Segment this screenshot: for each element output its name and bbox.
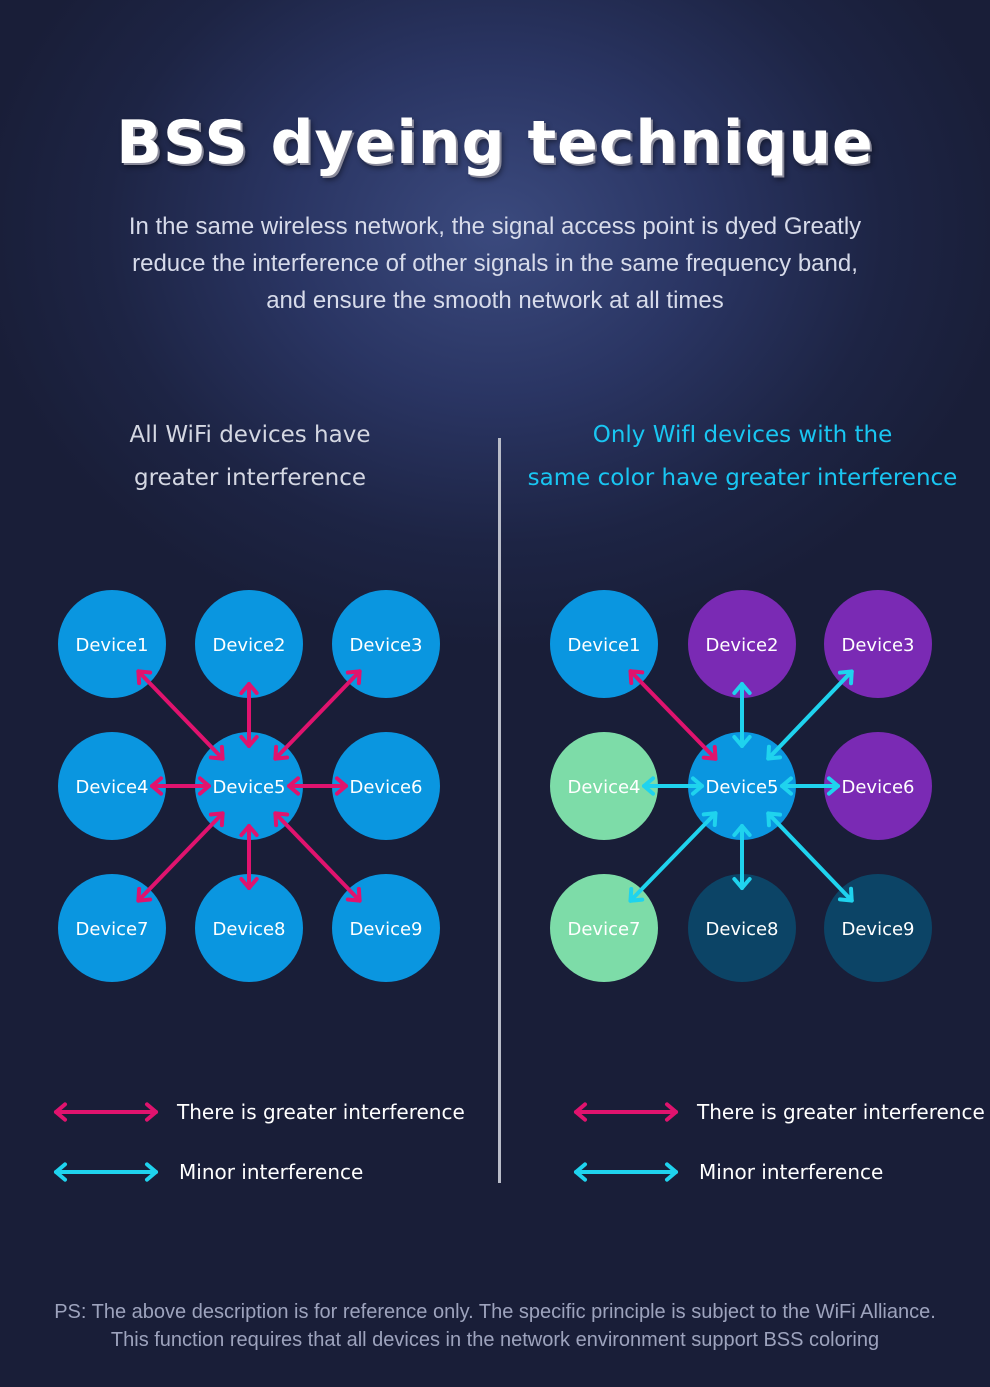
footnote-line-1: PS: The above description is for referen… <box>54 1301 936 1323</box>
left-link-device6-greater <box>287 776 348 796</box>
left-link-device1-greater <box>136 669 225 761</box>
right-node-device6: Device6 <box>824 732 932 840</box>
intro-line-1: In the same wireless network, the signal… <box>128 213 862 240</box>
device-label: Device2 <box>212 635 285 656</box>
left-link-device2-greater <box>239 682 259 748</box>
right-link-device6-minor <box>780 776 840 796</box>
device-label: Device9 <box>349 919 422 940</box>
device-label: Device1 <box>567 635 640 656</box>
device-label: Device4 <box>567 777 640 798</box>
legend-greater-arrow-icon <box>54 1102 158 1122</box>
device-label: Device1 <box>75 635 148 656</box>
legend-arrow-shape <box>54 1102 158 1122</box>
legend-arrow-shape <box>54 1162 158 1182</box>
device-label: Device4 <box>75 777 148 798</box>
left-heading-line-2: greater interference <box>133 465 367 491</box>
left-link-device4-greater <box>150 776 211 796</box>
left-node-device4: Device4 <box>58 732 166 840</box>
device-label: Device9 <box>841 919 914 940</box>
left-link-device3-greater <box>273 669 362 761</box>
legend-arrow-shape <box>574 1162 678 1182</box>
legend-minor-label: Minor interference <box>179 1160 364 1184</box>
left-link-device9-greater <box>273 811 362 903</box>
device-label: Device8 <box>705 919 778 940</box>
legend-greater-arrow-icon <box>574 1102 678 1122</box>
left-panel-heading: All WiFi devices have greater interferen… <box>40 414 460 500</box>
device-label: Device5 <box>212 777 285 798</box>
left-link-device7-greater <box>136 811 225 903</box>
right-link-device4-minor <box>642 776 704 796</box>
device-label: Device7 <box>75 919 148 940</box>
device-label: Device2 <box>705 635 778 656</box>
legend-greater-label: There is greater interference <box>697 1100 985 1124</box>
legend-minor-arrow-icon <box>54 1162 158 1182</box>
device-label: Device6 <box>841 777 914 798</box>
device-label: Device7 <box>567 919 640 940</box>
device-label: Device8 <box>212 919 285 940</box>
footnote-line-2: This function requires that all devices … <box>110 1329 880 1351</box>
right-node-device8: Device8 <box>688 874 796 982</box>
intro-line-2: reduce the interference of other signals… <box>132 250 858 277</box>
right-link-device2-minor <box>732 682 752 748</box>
legend-arrow-shape <box>574 1102 678 1122</box>
footnote: PS: The above description is for referen… <box>0 1298 990 1354</box>
left-node-device6: Device6 <box>332 732 440 840</box>
device-label: Device3 <box>841 635 914 656</box>
panel-divider <box>498 438 501 1183</box>
device-label: Device3 <box>349 635 422 656</box>
intro-text: In the same wireless network, the signal… <box>100 208 890 319</box>
intro-line-3: and ensure the smooth network at all tim… <box>266 287 724 314</box>
right-link-device7-minor <box>628 811 718 903</box>
right-node-device2: Device2 <box>688 590 796 698</box>
device-label: Device6 <box>349 777 422 798</box>
left-link-device8-greater <box>239 824 259 890</box>
legend-greater-label: There is greater interference <box>177 1100 465 1124</box>
device-label: Device5 <box>705 777 778 798</box>
left-node-device8: Device8 <box>195 874 303 982</box>
right-link-device3-minor <box>766 669 854 761</box>
right-link-device9-minor <box>766 811 854 903</box>
left-node-device2: Device2 <box>195 590 303 698</box>
legend-minor-label: Minor interference <box>699 1160 884 1184</box>
left-heading-line-1: All WiFi devices have <box>129 422 371 448</box>
right-link-device1-greater <box>628 669 718 761</box>
right-node-device4: Device4 <box>550 732 658 840</box>
right-panel-heading: Only WifI devices with the same color ha… <box>505 414 980 500</box>
legend-minor-arrow-icon <box>574 1162 678 1182</box>
right-heading-line-1: Only WifI devices with the <box>592 422 893 448</box>
page-title: BSS dyeing technique <box>116 108 874 178</box>
right-heading-line-2: same color have greater interference <box>527 465 958 491</box>
right-link-device8-minor <box>732 824 752 890</box>
